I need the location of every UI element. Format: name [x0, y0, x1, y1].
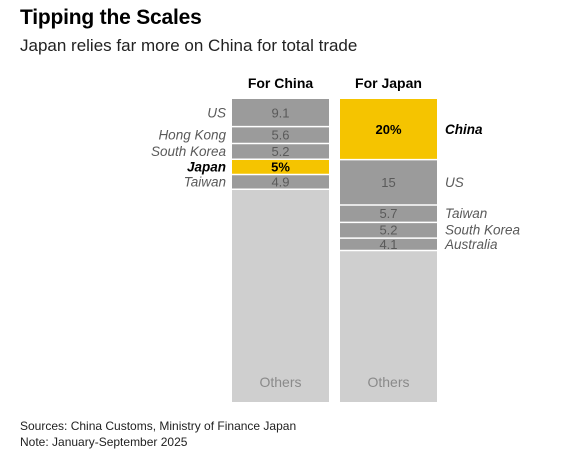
- bar-segment-for-japan-australia: [340, 238, 437, 251]
- category-label-for-japan-china: China: [445, 122, 483, 137]
- category-label-for-japan-us: US: [445, 175, 464, 190]
- bar-segment-for-china-south-korea: [232, 143, 329, 160]
- bar-segment-for-china-taiwan: [232, 174, 329, 190]
- sources-note: Sources: China Customs, Ministry of Fina…: [20, 419, 297, 433]
- value-label-for-china-taiwan: 4.9: [271, 174, 289, 189]
- value-label-for-japan-others: Others: [367, 374, 409, 390]
- bar-segment-for-china-japan: [232, 159, 329, 175]
- category-label-for-china-japan: Japan: [187, 159, 226, 174]
- value-label-for-china-us: 9.1: [271, 105, 289, 120]
- category-label-for-japan-australia: Australia: [444, 237, 498, 252]
- value-label-for-japan-taiwan: 5.7: [379, 206, 397, 221]
- date-note: Note: January-September 2025: [20, 435, 188, 449]
- chart-subtitle: Japan relies far more on China for total…: [20, 36, 358, 55]
- value-label-for-china-japan: 5%: [271, 159, 290, 174]
- value-label-for-china-others: Others: [259, 374, 301, 390]
- column-header-for-china: For China: [248, 75, 314, 91]
- category-label-for-japan-south-korea: South Korea: [445, 223, 521, 238]
- bar-segment-for-japan-china: [340, 99, 437, 160]
- bar-segment-for-china-us: [232, 99, 329, 127]
- value-label-for-china-south-korea: 5.2: [271, 144, 289, 159]
- chart-title: Tipping the Scales: [20, 6, 202, 29]
- bar-segment-for-china-others: [232, 189, 329, 402]
- bar-segment-for-china-hong-kong: [232, 126, 329, 144]
- column-header-for-japan: For Japan: [355, 75, 422, 91]
- category-label-for-china-us: US: [207, 105, 226, 120]
- value-label-for-japan-china: 20%: [375, 122, 401, 137]
- bar-segment-for-japan-us: [340, 159, 437, 206]
- value-label-for-china-hong-kong: 5.6: [271, 128, 289, 143]
- bar-segment-for-japan-taiwan: [340, 205, 437, 223]
- value-label-for-japan-australia: 4.1: [379, 237, 397, 252]
- category-label-for-japan-taiwan: Taiwan: [445, 206, 487, 221]
- value-label-for-japan-us: 15: [381, 175, 395, 190]
- value-label-for-japan-south-korea: 5.2: [379, 223, 397, 238]
- category-label-for-china-south-korea: South Korea: [151, 144, 227, 159]
- category-label-for-china-taiwan: Taiwan: [184, 174, 226, 189]
- bar-segment-for-japan-others: [340, 250, 437, 402]
- category-label-for-china-hong-kong: Hong Kong: [158, 128, 226, 143]
- bar-segment-for-japan-south-korea: [340, 222, 437, 239]
